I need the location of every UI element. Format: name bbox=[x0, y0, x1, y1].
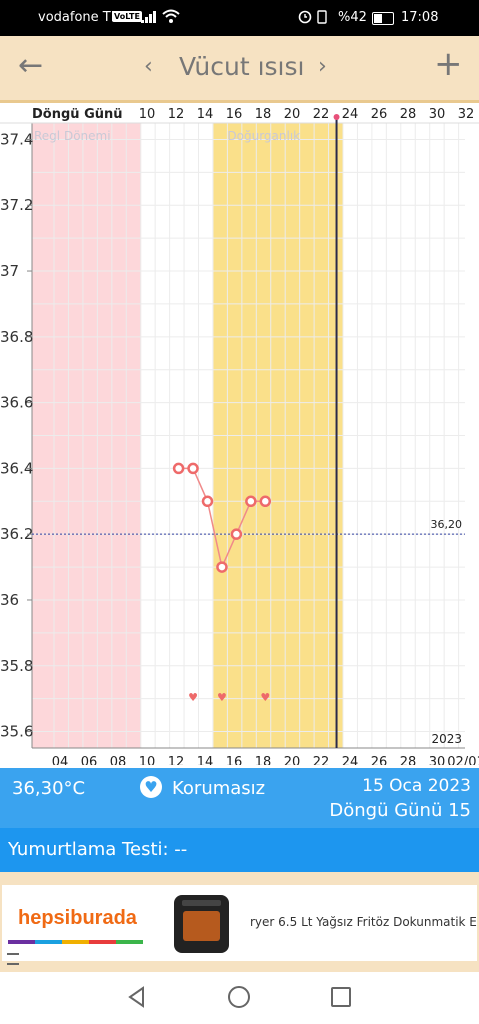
bottom-tick-label: 02/01 bbox=[447, 755, 479, 765]
chevron-left-icon[interactable]: ‹ bbox=[144, 54, 153, 79]
bottom-tick-label: 14 bbox=[197, 755, 214, 765]
ad-container: hepsiburada ryer 6.5 Lt Yağsız Fritöz Do… bbox=[0, 872, 479, 972]
top-tick-label: 24 bbox=[342, 107, 359, 122]
top-tick-label: 26 bbox=[371, 107, 388, 122]
today-marker bbox=[333, 114, 340, 120]
fertile-label: Doğurganlık bbox=[227, 129, 300, 143]
y-tick-label: 35.8 bbox=[0, 657, 33, 675]
chevron-right-icon[interactable]: › bbox=[318, 54, 327, 79]
cycle-day: Döngü Günü 15 bbox=[329, 800, 471, 821]
wifi-icon bbox=[162, 9, 180, 23]
top-axis-label: Döngü Günü bbox=[32, 107, 123, 122]
cover-line-label: 36,20 bbox=[431, 518, 463, 531]
y-tick-label: 36 bbox=[0, 591, 19, 609]
y-tick-label: 36.2 bbox=[0, 525, 33, 543]
y-tick-label: 36.6 bbox=[0, 394, 33, 412]
top-tick-label: 30 bbox=[429, 107, 446, 122]
intercourse-heart-icon: ♥ bbox=[217, 691, 227, 704]
volte-badge: VoLTE bbox=[112, 11, 142, 22]
top-tick-label: 32 bbox=[458, 107, 475, 122]
top-tick-label: 18 bbox=[255, 107, 272, 122]
status-bar: vodafone TR VoLTE %42 17:08 bbox=[0, 0, 479, 36]
bottom-tick-label: 06 bbox=[81, 755, 98, 765]
ad-brand-logo[interactable]: hepsiburada bbox=[18, 907, 137, 929]
heart-icon[interactable]: ♥ bbox=[140, 776, 162, 798]
menu-icon[interactable] bbox=[7, 953, 19, 965]
nav-recents-icon[interactable] bbox=[331, 987, 351, 1007]
bottom-tick-label: 12 bbox=[168, 755, 185, 765]
y-tick-label: 37 bbox=[0, 262, 19, 280]
year-label: 2023 bbox=[431, 732, 462, 746]
app-header: ← ‹ Vücut ısısı › + bbox=[0, 36, 479, 103]
y-tick-label: 36.8 bbox=[0, 328, 33, 346]
clock: 17:08 bbox=[401, 10, 439, 25]
bottom-tick-label: 30 bbox=[429, 755, 446, 765]
period-label: Regl Dönemi bbox=[34, 129, 111, 143]
alarm-icon bbox=[298, 10, 327, 24]
bbt-chart-svg[interactable]: Regl Dönemi Doğurganlık Döngü Günü 10 12 14 16… bbox=[0, 103, 479, 770]
carrier-name: vodafone TR bbox=[38, 10, 120, 25]
temperature-point[interactable] bbox=[259, 495, 272, 508]
bottom-tick-label: 10 bbox=[139, 755, 156, 765]
signal-icon bbox=[141, 11, 156, 23]
bottom-tick-label: 24 bbox=[342, 755, 359, 765]
temperature-point[interactable] bbox=[245, 495, 257, 508]
top-tick-label: 20 bbox=[284, 107, 301, 122]
top-tick-label: 14 bbox=[197, 107, 214, 122]
intercourse-heart-icon: ♥ bbox=[260, 691, 270, 704]
product-image[interactable] bbox=[174, 895, 229, 953]
battery-icon bbox=[372, 12, 394, 25]
temperature-point[interactable] bbox=[201, 495, 214, 508]
top-tick-label: 16 bbox=[226, 107, 243, 122]
y-tick-label: 36.4 bbox=[0, 459, 33, 477]
bottom-tick-label: 28 bbox=[400, 755, 417, 765]
bottom-tick-label: 20 bbox=[284, 755, 301, 765]
page-title: Vücut ısısı bbox=[179, 52, 305, 81]
system-nav-bar bbox=[0, 972, 479, 1024]
battery-percent: %42 bbox=[338, 10, 367, 25]
bottom-tick-label: 26 bbox=[371, 755, 388, 765]
ovulation-test-label: Yumurtlama Testi: -- bbox=[8, 839, 188, 860]
temperature-value: 36,30°C bbox=[12, 778, 86, 799]
y-tick-label: 35.6 bbox=[0, 723, 33, 741]
selected-date: 15 Oca 2023 bbox=[362, 776, 471, 796]
plus-icon[interactable]: + bbox=[434, 44, 463, 84]
bottom-tick-label: 08 bbox=[110, 755, 127, 765]
bottom-tick-label: 18 bbox=[255, 755, 272, 765]
protection-status[interactable]: Korumasız bbox=[172, 778, 266, 799]
nav-home-icon[interactable] bbox=[228, 986, 250, 1008]
temperature-point[interactable] bbox=[187, 462, 199, 475]
temperature-point[interactable] bbox=[230, 528, 243, 540]
bottom-tick-label: 16 bbox=[226, 755, 243, 765]
ovulation-test-bar[interactable]: Yumurtlama Testi: -- bbox=[0, 828, 479, 872]
y-tick-label: 37.2 bbox=[0, 196, 33, 214]
temperature-chart[interactable]: Regl Dönemi Doğurganlık Döngü Günü 10 12 14 16… bbox=[0, 103, 479, 770]
info-bar: 36,30°C ♥ Korumasız 15 Oca 2023 Döngü Gü… bbox=[0, 768, 479, 828]
temperature-point[interactable] bbox=[216, 561, 228, 573]
ad-product-text[interactable]: ryer 6.5 Lt Yağsız Fritöz Dokunmatik E bbox=[250, 915, 477, 929]
top-tick-label: 12 bbox=[168, 107, 185, 122]
ad-banner[interactable]: hepsiburada ryer 6.5 Lt Yağsız Fritöz Do… bbox=[2, 885, 477, 965]
y-tick-label: 37.4 bbox=[0, 130, 33, 148]
top-tick-label: 10 bbox=[139, 107, 156, 122]
arrow-left-icon[interactable]: ← bbox=[18, 48, 44, 83]
nav-back-icon[interactable] bbox=[126, 986, 148, 1008]
ad-brand-stripe bbox=[8, 940, 143, 944]
bottom-tick-label: 04 bbox=[52, 755, 69, 765]
top-tick-label: 22 bbox=[313, 107, 330, 122]
intercourse-heart-icon: ♥ bbox=[188, 691, 198, 704]
top-tick-label: 28 bbox=[400, 107, 417, 122]
temperature-point[interactable] bbox=[172, 462, 185, 475]
bottom-tick-label: 22 bbox=[313, 755, 330, 765]
